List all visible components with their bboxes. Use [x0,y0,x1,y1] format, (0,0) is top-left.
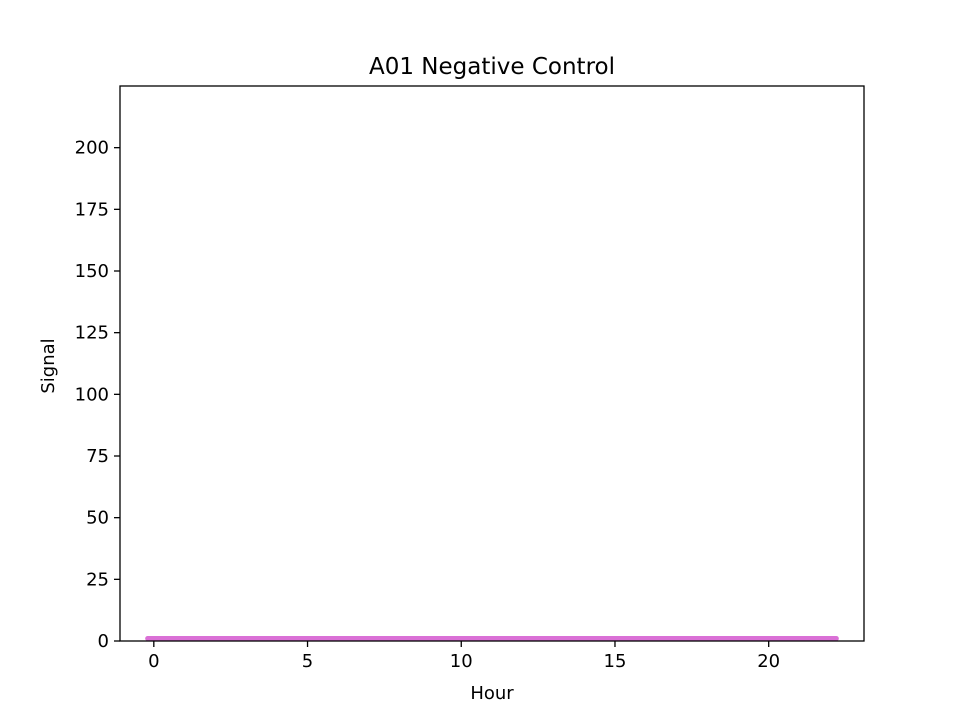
y-axis-label: Signal [38,338,59,393]
y-tick-label: 150 [75,261,109,282]
y-axis: 0 25 50 75 100 125 150 175 200 [75,138,120,652]
x-tick-label: 15 [604,651,627,672]
y-tick-label: 100 [75,384,109,405]
y-tick-label: 75 [86,446,109,467]
y-tick-label: 0 [98,631,109,652]
x-tick-label: 5 [302,651,313,672]
x-axis-label: Hour [470,683,514,704]
x-tick-label: 20 [757,651,780,672]
y-tick-label: 25 [86,569,109,590]
chart-title: A01 Negative Control [369,54,615,80]
plot-frame [119,85,865,642]
y-tick-label: 125 [75,323,109,344]
x-axis: 0 5 10 15 20 [148,641,780,672]
y-tick-label: 200 [75,138,109,159]
x-tick-label: 10 [450,651,473,672]
x-tick-label: 0 [148,651,159,672]
y-tick-label: 175 [75,199,109,220]
y-tick-label: 50 [86,508,109,529]
